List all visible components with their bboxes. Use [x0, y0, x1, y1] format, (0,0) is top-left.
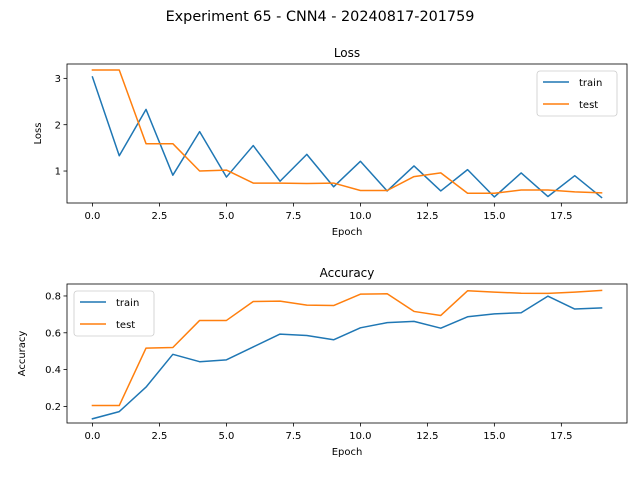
loss-chart: Loss 0.0 2.5 5.0 7.5 10.0 12.5 15.0 17.5 1 2 3 Epoch…	[33, 46, 628, 238]
plot-frame	[66, 63, 628, 204]
legend-label-test: test	[579, 100, 598, 111]
y-tick-label: 0.4	[45, 365, 61, 376]
x-tick-label: 17.5	[550, 431, 572, 442]
plot-frame	[66, 283, 628, 424]
x-tick-label: 12.5	[416, 431, 438, 442]
x-tick-label: 2.5	[151, 211, 167, 222]
series-line-test	[91, 289, 603, 407]
legend-label-train: train	[579, 78, 602, 89]
y-tick-label: 0.2	[45, 402, 61, 413]
x-tick-label: 5.0	[218, 431, 234, 442]
x-tick-label: 0.0	[85, 211, 101, 222]
y-tick-label: 2	[55, 120, 61, 131]
legend-label-train: train	[116, 298, 139, 309]
x-tick-label: 15.0	[483, 211, 505, 222]
chart-title: Accuracy	[320, 266, 375, 280]
x-tick-label: 10.0	[349, 211, 371, 222]
chart-title: Loss	[334, 46, 360, 60]
x-axis-label: Epoch	[332, 447, 363, 458]
y-axis-label: Loss	[33, 123, 44, 145]
y-axis-label: Accuracy	[17, 331, 28, 377]
figure-title: Experiment 65 - CNN4 - 20240817-201759	[166, 9, 475, 25]
y-tick-label: 3	[55, 74, 61, 85]
y-tick-label: 0.8	[45, 292, 61, 303]
x-tick-label: 15.0	[483, 431, 505, 442]
legend: train test	[73, 290, 155, 337]
accuracy-chart: Accuracy 0.0 2.5 5.0 7.5 10.0 12.5 15.0 17.5 0.2 0…	[17, 266, 628, 458]
x-tick-label: 7.5	[285, 211, 301, 222]
y-tick-label: 1	[55, 167, 61, 178]
series-line-train	[91, 295, 603, 420]
x-axis-label: Epoch	[332, 227, 363, 238]
x-tick-label: 5.0	[218, 211, 234, 222]
x-tick-label: 0.0	[85, 431, 101, 442]
x-tick-label: 7.5	[285, 431, 301, 442]
x-tick-label: 12.5	[416, 211, 438, 222]
x-tick-label: 2.5	[151, 431, 167, 442]
legend-label-test: test	[116, 320, 135, 331]
series-line-train	[91, 76, 603, 199]
y-tick-label: 0.6	[45, 328, 61, 339]
legend-box	[73, 290, 155, 337]
series-line-test	[91, 69, 603, 195]
x-tick-label: 17.5	[550, 211, 572, 222]
x-tick-label: 10.0	[349, 431, 371, 442]
legend: train test	[536, 70, 618, 117]
legend-box	[536, 70, 618, 117]
